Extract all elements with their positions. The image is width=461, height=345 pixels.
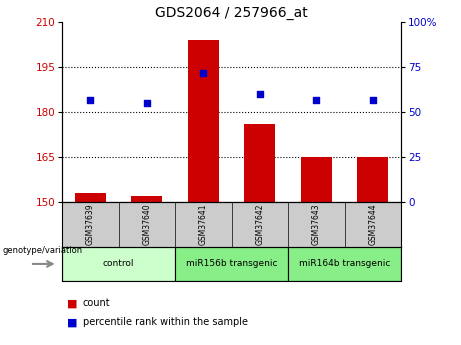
Bar bbox=[244, 124, 275, 202]
Title: GDS2064 / 257966_at: GDS2064 / 257966_at bbox=[155, 6, 308, 20]
Point bbox=[256, 91, 264, 97]
Bar bbox=[301, 157, 332, 202]
Bar bbox=[131, 196, 162, 202]
Point bbox=[369, 97, 377, 103]
Point bbox=[200, 70, 207, 76]
Text: GSM37640: GSM37640 bbox=[142, 204, 152, 245]
Text: GSM37639: GSM37639 bbox=[86, 204, 95, 245]
Text: genotype/variation: genotype/variation bbox=[2, 246, 83, 255]
Text: control: control bbox=[103, 259, 135, 268]
Text: count: count bbox=[83, 298, 111, 308]
Bar bbox=[75, 193, 106, 202]
Text: GSM37644: GSM37644 bbox=[368, 204, 378, 245]
Text: GSM37643: GSM37643 bbox=[312, 204, 321, 245]
Text: ■: ■ bbox=[67, 298, 77, 308]
Text: miR156b transgenic: miR156b transgenic bbox=[186, 259, 278, 268]
Bar bbox=[288, 247, 401, 281]
Point bbox=[143, 100, 151, 106]
Bar bbox=[62, 247, 175, 281]
Bar bbox=[175, 247, 288, 281]
Point bbox=[313, 97, 320, 103]
Point bbox=[87, 97, 94, 103]
Text: GSM37642: GSM37642 bbox=[255, 204, 265, 245]
Text: miR164b transgenic: miR164b transgenic bbox=[299, 259, 390, 268]
Text: percentile rank within the sample: percentile rank within the sample bbox=[83, 317, 248, 327]
Bar bbox=[188, 40, 219, 202]
Text: GSM37641: GSM37641 bbox=[199, 204, 208, 245]
Bar bbox=[357, 157, 388, 202]
Text: ■: ■ bbox=[67, 317, 77, 327]
